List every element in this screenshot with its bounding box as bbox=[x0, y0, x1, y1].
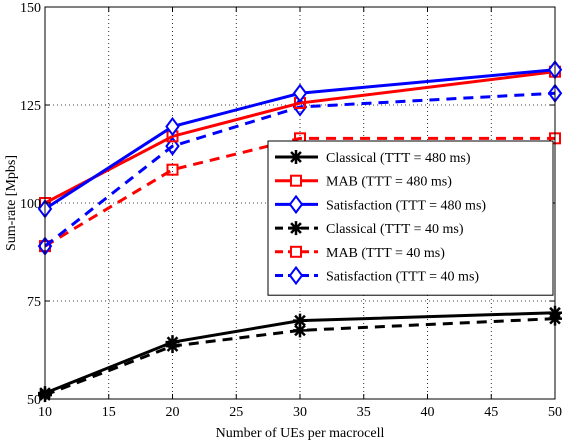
legend: Classical (TTT = 480 ms) MAB (TTT = 480 m… bbox=[267, 140, 554, 296]
data-point-asterisk bbox=[293, 313, 307, 328]
legend-label: Classical (TTT = 480 ms) bbox=[326, 151, 471, 166]
legend-entry: Classical (TTT = 40 ms) bbox=[275, 221, 464, 237]
legend-entry: Satisfaction (TTT = 40 ms) bbox=[275, 265, 479, 286]
y-tick-label: 50 bbox=[27, 393, 41, 408]
series-line bbox=[44, 91, 556, 248]
legend-label: MAB (TTT = 480 ms) bbox=[326, 175, 452, 190]
data-point-diamond bbox=[165, 136, 180, 156]
y-axis-title: Sum-rate [Mpbs] bbox=[4, 155, 19, 251]
x-tick-label: 50 bbox=[548, 405, 562, 420]
legend-label: MAB (TTT = 40 ms) bbox=[326, 246, 445, 261]
data-point-square bbox=[166, 163, 179, 176]
legend-entry: Satisfaction (TTT = 480 ms) bbox=[275, 194, 486, 215]
legend-entry: Classical (TTT = 480 ms) bbox=[275, 150, 471, 166]
y-tick-label: 75 bbox=[27, 295, 41, 310]
axis-ticks: 10 15 20 25 30 35 40 45 50 50 75 100 125 150 bbox=[20, 1, 562, 420]
legend-box bbox=[267, 140, 554, 296]
x-tick-label: 25 bbox=[229, 405, 243, 420]
series-group bbox=[37, 60, 562, 403]
data-point-diamond bbox=[292, 83, 308, 103]
x-tick-label: 30 bbox=[293, 405, 307, 420]
y-tick-label: 125 bbox=[20, 99, 41, 114]
data-point-square bbox=[290, 245, 302, 258]
x-tick-label: 10 bbox=[38, 405, 52, 420]
data-point-asterisk bbox=[289, 150, 303, 164]
series-line bbox=[44, 317, 556, 397]
legend-entry: MAB (TTT = 480 ms) bbox=[275, 174, 452, 190]
x-tick-label: 15 bbox=[102, 405, 116, 420]
legend-label: Satisfaction (TTT = 40 ms) bbox=[326, 270, 479, 285]
x-tick-label: 40 bbox=[421, 405, 435, 420]
series-line bbox=[44, 311, 556, 395]
series-3 bbox=[37, 60, 562, 219]
legend-entry: MAB (TTT = 40 ms) bbox=[275, 246, 445, 261]
data-point-square bbox=[290, 174, 302, 187]
data-point-diamond bbox=[288, 265, 304, 286]
legend-label: Satisfaction (TTT = 480 ms) bbox=[326, 198, 486, 213]
series-line bbox=[44, 136, 555, 248]
y-tick-label: 150 bbox=[20, 1, 41, 16]
series-line bbox=[44, 68, 556, 211]
data-point-diamond bbox=[288, 194, 304, 215]
x-tick-label: 35 bbox=[357, 405, 371, 420]
data-point-asterisk bbox=[289, 221, 303, 236]
x-axis-title: Number of UEs per macrocell bbox=[216, 426, 385, 441]
series-line bbox=[44, 70, 556, 205]
data-point-asterisk bbox=[165, 335, 180, 350]
y-tick-label: 100 bbox=[20, 197, 41, 212]
data-point-diamond bbox=[165, 116, 180, 137]
legend-label: Classical (TTT = 40 ms) bbox=[326, 222, 464, 237]
x-tick-label: 45 bbox=[484, 405, 498, 420]
x-tick-label: 20 bbox=[166, 405, 180, 420]
